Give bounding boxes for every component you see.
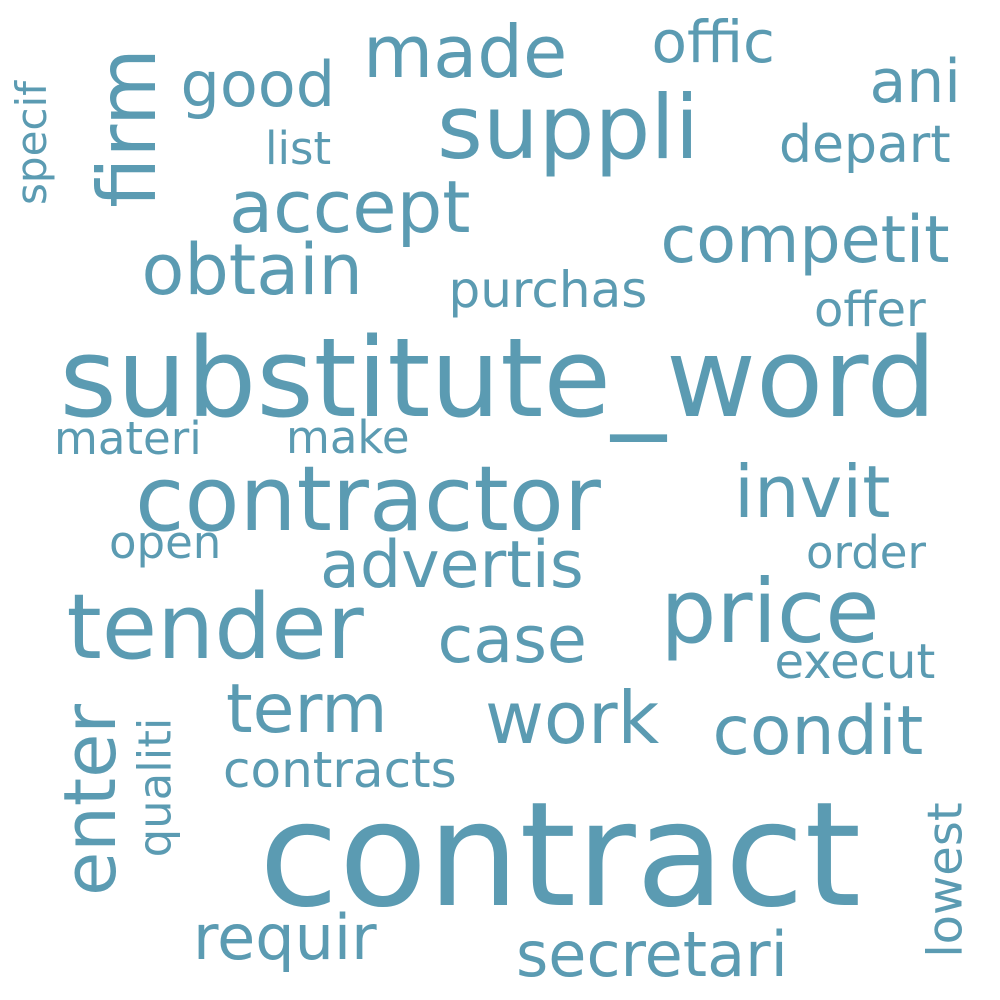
word-specif: specif [6, 81, 56, 205]
word-accept: accept [229, 165, 471, 249]
word-enter: enter [48, 703, 133, 897]
word-advertis: advertis [320, 527, 584, 603]
word-firm: firm [80, 48, 174, 208]
word-good: good [180, 48, 336, 121]
word-contracts: contracts [223, 741, 457, 799]
word-work: work [485, 676, 660, 760]
word-invit: invit [734, 450, 891, 534]
word-open: open [109, 515, 222, 569]
word-competit: competit [660, 202, 950, 278]
word-make: make [286, 410, 410, 464]
word-price: price [660, 560, 880, 663]
word-list: list [265, 121, 332, 175]
word-contract: contract [259, 770, 862, 940]
word-lowest: lowest [917, 802, 974, 958]
word-depart: depart [779, 115, 951, 175]
word-term: term [226, 670, 388, 749]
word-secretari: secretari [516, 918, 788, 991]
word-execut: execut [774, 634, 936, 690]
word-suppli: suppli [437, 76, 700, 179]
word-requir: requir [193, 901, 377, 974]
word-purchas: purchas [448, 261, 648, 319]
word-offic: offic [651, 8, 775, 76]
word-obtain: obtain [141, 229, 363, 311]
word-qualiti: qualiti [128, 717, 182, 857]
word-contractor: contractor [135, 447, 601, 552]
word-tender: tender [66, 575, 364, 680]
word-made: made [363, 10, 568, 94]
word-condit: condit [712, 692, 924, 771]
word-order: order [806, 525, 926, 579]
word-substitute-word: substitute_word [59, 314, 937, 442]
word-case: case [437, 602, 587, 678]
word-ani: ani [869, 47, 961, 117]
word-materi: materi [54, 411, 202, 465]
word-offer: offer [814, 282, 926, 338]
